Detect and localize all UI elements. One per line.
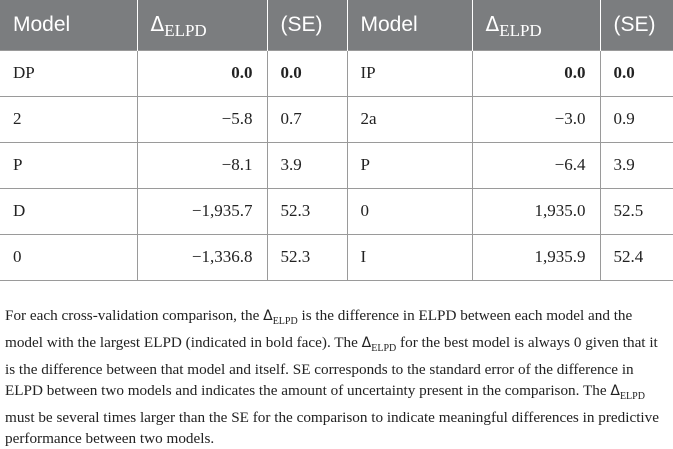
- elpd-subscript: ELPD: [272, 316, 298, 328]
- cell-model: DP: [0, 49, 138, 97]
- elpd-subscript: ELPD: [164, 21, 207, 41]
- delta-symbol: Δ: [485, 12, 500, 37]
- header-delta-elpd-left: ΔELPD: [137, 0, 268, 50]
- footnote-text: must be several times larger than the SE…: [5, 409, 659, 448]
- elpd-subscript: ELPD: [619, 391, 645, 403]
- cell-model: P: [0, 141, 138, 189]
- cell-se: 52.5: [599, 187, 673, 235]
- cell-delta-elpd: −5.8: [136, 95, 268, 143]
- table-row: D −1,935.7 52.3 0 1,935.0 52.5: [0, 187, 673, 235]
- elpd-subscript: ELPD: [499, 21, 542, 41]
- cell-se: 0.7: [266, 95, 348, 143]
- elpd-subscript: ELPD: [371, 343, 397, 355]
- cell-delta-elpd: −8.1: [136, 141, 268, 189]
- cell-delta-elpd: −1,935.7: [136, 187, 268, 235]
- cell-se: 0.0: [266, 49, 348, 97]
- delta-symbol: Δ: [610, 383, 620, 400]
- header-model-left: Model: [0, 0, 138, 50]
- header-model-right: Model: [347, 0, 473, 50]
- cell-delta-elpd: 1,935.0: [471, 187, 601, 235]
- cell-model: 2a: [346, 95, 473, 143]
- cell-delta-elpd: −1,336.8: [136, 233, 268, 281]
- cell-model: D: [0, 187, 138, 235]
- footnote-text: For each cross-validation comparison, th…: [5, 307, 264, 325]
- header-delta-elpd-right: ΔELPD: [472, 0, 601, 50]
- cell-se: 52.3: [266, 187, 348, 235]
- delta-symbol: Δ: [263, 308, 273, 325]
- cell-model: I: [346, 233, 473, 281]
- cell-se: 52.4: [599, 233, 673, 281]
- cell-delta-elpd: −3.0: [471, 95, 601, 143]
- table-footnote: For each cross-validation comparison, th…: [5, 305, 670, 449]
- cell-se: 3.9: [599, 141, 673, 189]
- table-header-row: Model ΔELPD (SE) Model ΔELPD (SE): [0, 0, 673, 50]
- cell-model: P: [346, 141, 473, 189]
- footnote-text: is the difference in ELPD between each m…: [5, 307, 633, 352]
- header-se-left: (SE): [267, 0, 348, 50]
- cell-se: 3.9: [266, 141, 348, 189]
- table-row: DP 0.0 0.0 IP 0.0 0.0: [0, 49, 673, 97]
- delta-symbol: Δ: [361, 335, 372, 352]
- cell-model: IP: [346, 49, 473, 97]
- cell-delta-elpd: 1,935.9: [471, 233, 601, 281]
- elpd-comparison-table: Model ΔELPD (SE) Model ΔELPD (SE) DP 0.0…: [0, 0, 673, 281]
- cell-se: 52.3: [266, 233, 348, 281]
- cell-se: 0.9: [599, 95, 673, 143]
- header-se-right: (SE): [613, 12, 656, 36]
- table-row: P −8.1 3.9 P −6.4 3.9: [0, 141, 673, 189]
- cell-model: 0: [346, 187, 473, 235]
- table-row: 2 −5.8 0.7 2a −3.0 0.9: [0, 95, 673, 143]
- cell-model: 2: [0, 95, 138, 143]
- cell-delta-elpd: 0.0: [471, 49, 601, 97]
- table-row: 0 −1,336.8 52.3 I 1,935.9 52.4: [0, 233, 673, 281]
- delta-symbol: Δ: [150, 12, 165, 37]
- cell-se: 0.0: [599, 49, 673, 97]
- cell-delta-elpd: −6.4: [471, 141, 601, 189]
- cell-model: 0: [0, 233, 138, 281]
- footnote-text: for the best model is always 0 given tha…: [5, 334, 658, 400]
- cell-delta-elpd: 0.0: [136, 49, 268, 97]
